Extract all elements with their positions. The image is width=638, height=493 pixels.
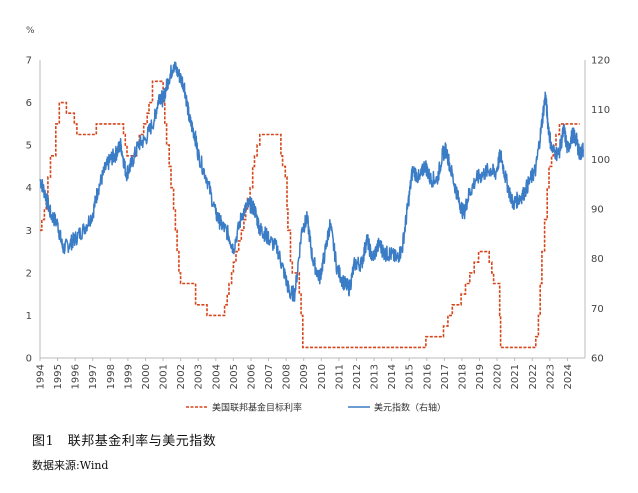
- legend-label-fed-rate: 美国联邦基金目标利率: [212, 402, 302, 414]
- x-tick-label: 2020: [493, 364, 504, 389]
- right-y-tick-label: 80: [591, 254, 604, 265]
- right-y-tick-label: 110: [591, 105, 610, 116]
- left-y-tick-label: 7: [26, 56, 32, 67]
- right-y-tick-label: 60: [591, 354, 604, 365]
- x-tick-label: 2009: [299, 364, 310, 389]
- left-y-tick-label: 3: [26, 226, 32, 237]
- legend: 美国联邦基金目标利率 美元指数（右轴）: [186, 402, 446, 414]
- fed-funds-rate-line: [40, 80, 580, 349]
- x-tick-label: 1996: [71, 364, 82, 389]
- dollar-index-line: [39, 61, 584, 302]
- x-tick-label: 2007: [264, 364, 275, 389]
- right-y-tick-label: 120: [591, 56, 610, 67]
- x-tick-label: 2000: [141, 364, 152, 389]
- x-tick-label: 2024: [563, 364, 574, 389]
- x-tick-label: 2021: [510, 364, 521, 389]
- x-tick-label: 2011: [334, 364, 345, 389]
- x-tick-label: 2019: [475, 364, 486, 389]
- x-tick-label: 2008: [282, 364, 293, 389]
- x-tick-label: 1998: [106, 364, 117, 389]
- x-tick-label: 2003: [194, 364, 205, 389]
- x-tick-label: 2001: [159, 364, 170, 389]
- axes: 0 1 2 3 4 5 6 7 60 70 80 90 100 110 120 1994 1995 1996 199…: [26, 56, 610, 390]
- x-tick-label: 2004: [211, 364, 222, 389]
- chart: % 0 1 2 3 4 5 6 7 60 70 80 90 100 110 120 1994 1995 1996 1…: [26, 26, 610, 414]
- left-axis-unit: %: [26, 26, 35, 36]
- data-source: 数据来源:Wind: [32, 459, 109, 472]
- left-y-tick-label: 6: [26, 98, 32, 109]
- plot-area: [39, 61, 584, 349]
- x-tick-label: 2017: [440, 364, 451, 389]
- x-tick-label: 2010: [317, 364, 328, 389]
- x-tick-label: 2018: [457, 364, 468, 389]
- left-y-tick-label: 5: [26, 141, 32, 152]
- x-tick-label: 2006: [246, 364, 257, 389]
- right-y-tick-label: 70: [591, 304, 604, 315]
- left-y-tick-label: 1: [26, 311, 32, 322]
- x-tick-label: 2015: [405, 364, 416, 389]
- x-tick-label: 2023: [545, 364, 556, 389]
- legend-label-dollar-index: 美元指数（右轴）: [374, 402, 446, 414]
- right-y-tick-label: 90: [591, 205, 604, 216]
- left-y-tick-label: 2: [26, 268, 32, 279]
- x-tick-label: 2002: [176, 364, 187, 389]
- x-tick-label: 1995: [53, 364, 64, 389]
- x-tick-label: 2022: [528, 364, 539, 389]
- x-tick-label: 2016: [422, 364, 433, 389]
- x-tick-label: 2014: [387, 364, 398, 389]
- x-tick-label: 2012: [352, 364, 363, 389]
- x-tick-label: 2013: [370, 364, 381, 389]
- x-tick-label: 1994: [36, 364, 47, 389]
- right-y-tick-label: 100: [591, 155, 610, 166]
- x-tick-label: 2005: [229, 364, 240, 389]
- left-y-tick-label: 0: [26, 354, 32, 365]
- figure-caption: 图1 联邦基金利率与美元指数: [32, 434, 217, 449]
- left-y-tick-label: 4: [26, 183, 32, 194]
- x-tick-label: 1999: [123, 364, 134, 389]
- x-tick-label: 1997: [88, 364, 99, 389]
